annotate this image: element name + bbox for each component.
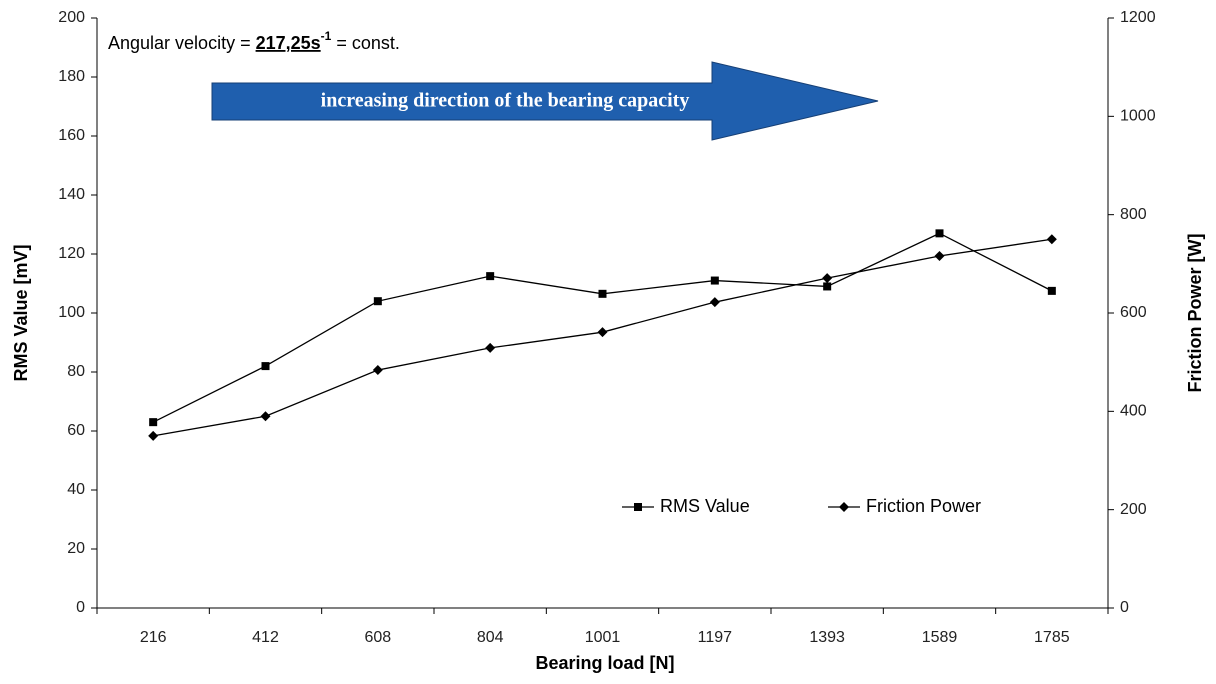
legend-label: Friction Power	[866, 496, 981, 516]
arrow-text: increasing direction of the bearing capa…	[321, 90, 690, 112]
y-tick-label: 140	[58, 186, 85, 203]
annotation-text: Angular velocity =	[108, 33, 251, 53]
x-tick-label: 608	[364, 629, 391, 646]
data-point	[709, 297, 720, 308]
x-tick-label: 1197	[698, 629, 733, 646]
x-tick-label: 1589	[922, 629, 958, 646]
x-tick-label: 1001	[585, 629, 621, 646]
data-point	[935, 229, 944, 238]
y-tick-label: 180	[58, 68, 85, 85]
y2-tick-label: 1200	[1120, 9, 1156, 26]
annotation: Angular velocity = 217,25s-1 = const.	[108, 29, 400, 53]
y-axis-label: RMS Value [mV]	[11, 244, 31, 381]
x-tick-label: 412	[252, 629, 279, 646]
y2-tick-label: 200	[1120, 501, 1147, 518]
annotation-exponent: -1	[321, 29, 332, 43]
data-point	[486, 272, 495, 281]
y2-tick-label: 800	[1120, 206, 1147, 223]
y2-tick-label: 600	[1120, 304, 1147, 321]
data-point	[149, 418, 158, 427]
legend-marker	[839, 502, 849, 512]
data-point	[372, 365, 383, 376]
legend-marker	[634, 503, 642, 511]
y2-tick-label: 1000	[1120, 108, 1156, 125]
annotation-suffix: = const.	[336, 33, 400, 53]
y-tick-label: 80	[67, 363, 85, 380]
y-tick-label: 20	[67, 540, 85, 557]
y2-tick-label: 400	[1120, 403, 1147, 420]
legend-label: RMS Value	[660, 496, 750, 516]
y-tick-label: 40	[67, 481, 85, 498]
x-tick-label: 1393	[809, 629, 845, 646]
data-point	[485, 342, 496, 353]
data-point	[823, 282, 832, 291]
y-tick-label: 100	[58, 304, 85, 321]
data-point	[710, 276, 719, 285]
y2-tick-label: 0	[1120, 599, 1129, 616]
x-tick-label: 804	[477, 629, 504, 646]
x-tick-label: 1785	[1034, 629, 1070, 646]
data-point	[261, 362, 270, 371]
y2-axis-label: Friction Power [W]	[1185, 234, 1205, 393]
data-point	[148, 430, 159, 441]
data-point	[597, 327, 608, 338]
y-tick-label: 160	[58, 127, 85, 144]
data-point	[598, 289, 607, 298]
y-tick-label: 0	[76, 599, 85, 616]
y-tick-label: 120	[58, 245, 85, 262]
series-line	[153, 238, 1052, 437]
annotation-value: 217,25s	[256, 33, 321, 53]
data-point	[260, 411, 271, 422]
x-axis-label: Bearing load [N]	[535, 653, 674, 673]
data-point	[1047, 286, 1056, 295]
data-point	[934, 250, 945, 261]
x-tick-label: 216	[140, 629, 167, 646]
data-point	[373, 297, 382, 306]
data-point	[822, 273, 833, 284]
y-tick-label: 60	[67, 422, 85, 439]
data-point	[1046, 234, 1057, 245]
y-tick-label: 200	[58, 9, 85, 26]
direction-arrow	[211, 61, 879, 141]
